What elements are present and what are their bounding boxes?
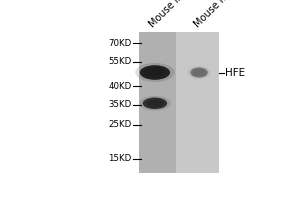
Text: 15KD: 15KD: [108, 154, 132, 163]
Text: Mouse heart: Mouse heart: [192, 0, 242, 30]
Ellipse shape: [188, 66, 210, 79]
Text: 25KD: 25KD: [108, 120, 132, 129]
Ellipse shape: [146, 99, 164, 107]
Text: 70KD: 70KD: [108, 39, 132, 48]
Ellipse shape: [140, 65, 170, 80]
Bar: [139, 32, 176, 173]
Ellipse shape: [144, 67, 166, 78]
Ellipse shape: [139, 96, 171, 111]
Text: HFE: HFE: [225, 68, 245, 78]
Text: 40KD: 40KD: [108, 82, 132, 91]
Text: 55KD: 55KD: [108, 57, 132, 66]
Bar: [139, 32, 219, 173]
Ellipse shape: [190, 68, 208, 78]
Text: Mouse liver: Mouse liver: [148, 0, 195, 30]
Ellipse shape: [135, 63, 175, 82]
Text: 35KD: 35KD: [108, 100, 132, 109]
Ellipse shape: [193, 69, 205, 76]
Ellipse shape: [143, 98, 167, 109]
